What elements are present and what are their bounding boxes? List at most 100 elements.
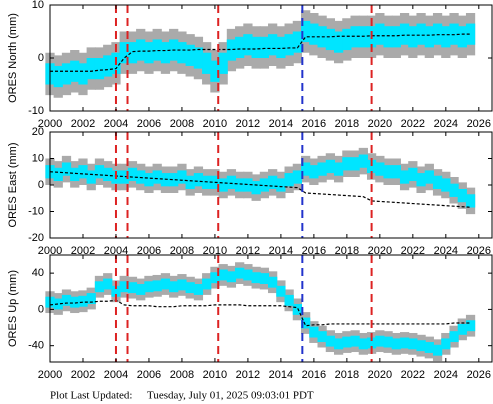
x-tick-label: 2006 [137, 245, 161, 257]
data-point [226, 39, 237, 61]
x-tick-label: 2014 [269, 369, 293, 381]
data-point [441, 26, 451, 48]
data-point [127, 282, 138, 294]
y-tick-label: 40 [32, 267, 44, 279]
data-point [408, 167, 418, 182]
data-point [424, 26, 434, 48]
data-point [78, 63, 88, 85]
data-point [276, 285, 286, 297]
x-tick-label: 2006 [137, 118, 161, 130]
data-point [268, 34, 278, 56]
data-point [243, 269, 253, 281]
data-point [94, 58, 105, 80]
x-tick-label: 2022 [401, 245, 425, 257]
data-point [284, 34, 294, 56]
data-point [383, 336, 393, 348]
data-point [292, 170, 303, 184]
x-tick-label: 2010 [203, 118, 227, 130]
data-point [86, 170, 96, 184]
data-point [235, 36, 245, 58]
data-point [268, 276, 278, 288]
y-tick-label: 0 [38, 303, 44, 315]
y-tick-label: 0 [38, 52, 44, 64]
data-point [465, 194, 476, 208]
data-point [317, 331, 327, 343]
data-point [185, 175, 195, 189]
data-point [432, 175, 443, 189]
data-point [169, 173, 179, 187]
data-point [457, 26, 467, 48]
y-axis-label: ORES North (mm) [7, 13, 19, 103]
y-tick-label: -10 [28, 205, 44, 217]
x-tick-label: 2018 [335, 118, 359, 130]
data-point [53, 167, 63, 182]
data-point [259, 36, 270, 58]
data-point [375, 162, 385, 176]
data-point [61, 294, 72, 306]
model-line [49, 171, 471, 208]
x-tick-label: 2020 [368, 245, 392, 257]
x-tick-label: 2002 [71, 369, 95, 381]
x-tick-label: 2022 [401, 118, 425, 130]
data-point [160, 42, 171, 64]
data-point [144, 173, 154, 187]
data-point [119, 281, 129, 293]
y-axis-label: ORES Up (mm) [7, 270, 19, 347]
data-point [383, 165, 393, 179]
data-point [193, 284, 204, 295]
data-point [103, 167, 113, 182]
data-point [358, 154, 368, 168]
data-point [202, 278, 212, 290]
data-point [457, 188, 467, 203]
data-point [210, 60, 220, 82]
data-point [61, 63, 72, 85]
y-tick-label: -10 [28, 105, 44, 117]
x-tick-label: 2018 [335, 245, 359, 257]
data-point [276, 36, 286, 58]
data-point [136, 39, 146, 61]
model-line [49, 299, 471, 327]
x-tick-label: 2008 [170, 245, 194, 257]
data-point [70, 296, 80, 308]
data-point [243, 178, 253, 192]
data-point [366, 337, 377, 349]
data-point [152, 280, 162, 292]
data-point [441, 178, 451, 192]
x-tick-label: 2026 [467, 245, 491, 257]
data-point [70, 167, 80, 182]
data-point [177, 42, 187, 64]
data-point [432, 344, 443, 356]
data-point [53, 65, 63, 88]
data-point [391, 338, 401, 350]
data-point [119, 42, 129, 64]
data-point [169, 281, 179, 293]
data-point [399, 337, 410, 349]
data-point [333, 31, 344, 53]
x-tick-label: 2004 [104, 118, 128, 130]
data-point [218, 178, 228, 192]
data-point [276, 178, 286, 192]
data-point [358, 338, 368, 350]
data-point [408, 338, 418, 350]
data-point [152, 170, 162, 184]
data-point [309, 23, 319, 45]
data-point [342, 336, 352, 348]
data-point [284, 294, 294, 306]
x-tick-label: 2020 [368, 118, 392, 130]
data-point [399, 23, 410, 45]
data-point [94, 281, 105, 293]
data-point [235, 267, 245, 279]
data-point [309, 165, 319, 179]
data-point [416, 173, 426, 187]
data-point [251, 36, 261, 58]
data-point [235, 178, 245, 192]
y-tick-label: -40 [28, 340, 44, 352]
data-point [342, 28, 352, 51]
data-point [342, 157, 352, 171]
x-tick-label: 2002 [71, 118, 95, 130]
data-point [449, 183, 459, 197]
data-point [127, 42, 138, 64]
x-tick-label: 2016 [302, 118, 326, 130]
data-point [449, 331, 459, 343]
data-point [333, 162, 344, 176]
